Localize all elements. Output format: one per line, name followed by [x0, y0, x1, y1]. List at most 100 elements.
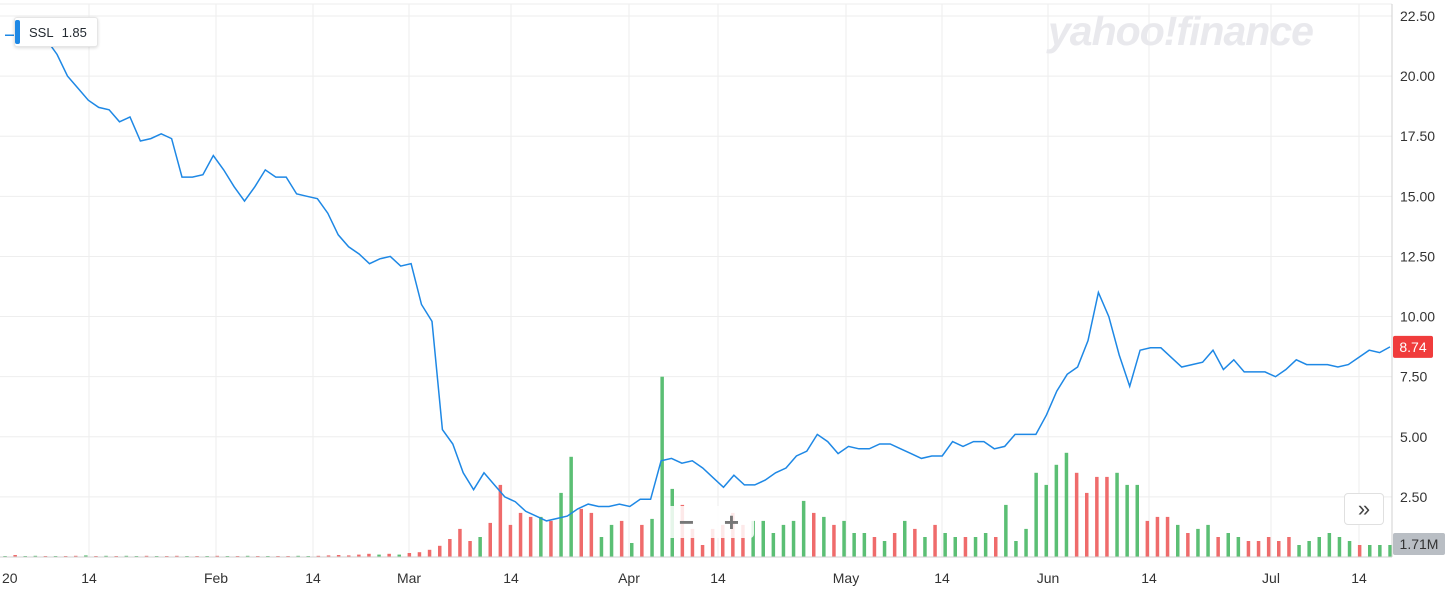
volume-bar [1287, 537, 1291, 557]
volume-bar [963, 537, 968, 557]
volume-bar [1004, 504, 1008, 557]
volume-bar [559, 492, 563, 557]
volume-bar [1186, 533, 1190, 557]
volume-bar [1307, 541, 1311, 557]
volume-bar [1266, 537, 1271, 557]
volume-bar [781, 524, 786, 557]
volume-bar [609, 524, 614, 557]
x-tick-label: Apr [618, 570, 640, 586]
x-tick-label: Jul [1262, 570, 1280, 586]
volume-bar [1034, 472, 1038, 557]
x-tick-label: 14 [1351, 570, 1367, 586]
volume-bar [630, 543, 634, 557]
volume-bar [791, 520, 796, 557]
y-tick-label: 10.00 [1400, 309, 1435, 325]
volume-bar [1064, 452, 1069, 557]
volume-bar [1317, 537, 1321, 557]
x-tick-label: 14 [305, 570, 321, 586]
y-tick-label: 12.50 [1400, 248, 1435, 264]
volume-bar [84, 555, 88, 557]
x-tick-label: May [833, 570, 859, 586]
legend-symbol: SSL [29, 24, 54, 40]
legend-value: 1.85 [61, 24, 87, 40]
volume-bar [862, 533, 867, 557]
y-tick-label: 5.00 [1400, 429, 1427, 445]
volume-bar [710, 528, 715, 557]
volume-bars [3, 376, 1392, 557]
x-tick-label: 20 [2, 570, 18, 586]
y-tick-label: 7.50 [1400, 369, 1427, 385]
volume-bar [660, 376, 664, 557]
volume-bar [336, 555, 341, 557]
volume-bar [640, 524, 644, 557]
y-tick-label: 17.50 [1400, 128, 1435, 144]
volume-bar [943, 533, 947, 557]
zoom-out-button[interactable]: − [678, 506, 695, 537]
volume-bar [751, 520, 755, 557]
volume-bar [882, 541, 887, 557]
axes: 22.50 20.00 17.50 15.00 12.50 10.00 7.50 5.00 2.… [0, 4, 1445, 586]
volume-bar [832, 524, 836, 557]
volume-bar [1054, 464, 1059, 557]
volume-bar [1115, 472, 1119, 557]
volume-bar [74, 555, 78, 557]
volume-bar [953, 537, 957, 557]
x-tick-label: 14 [1141, 570, 1157, 586]
series-legend[interactable]: SSL 1.85 [14, 17, 98, 47]
zoom-controls: − + [664, 506, 754, 538]
volume-bar [1357, 545, 1362, 557]
grid [0, 3, 1392, 557]
last-volume-label: 1.71M [1400, 536, 1439, 552]
volume-bar [721, 524, 725, 557]
volume-bar [589, 512, 594, 557]
volume-bar [458, 528, 462, 557]
volume-bar [407, 553, 412, 557]
volume-bar [822, 516, 826, 557]
last-volume-badge [1393, 533, 1445, 555]
volume-bar [579, 508, 583, 557]
volume-bar [488, 522, 492, 557]
x-tick-label: Feb [204, 570, 228, 586]
volume-bar [1085, 492, 1089, 557]
volume-bar [1246, 541, 1251, 557]
volume-bar [872, 537, 877, 557]
volume-bar [1297, 545, 1301, 557]
volume-bar [1014, 541, 1018, 557]
volume-bar [539, 516, 543, 557]
volume-bar [1196, 528, 1200, 557]
volume-bar [690, 528, 695, 557]
volume-bar [903, 520, 907, 557]
volume-bar [913, 528, 917, 557]
volume-bar [1095, 476, 1099, 557]
volume-bar [326, 555, 331, 557]
volume-bar [33, 555, 38, 557]
volume-bar [1236, 537, 1241, 557]
volume-bar [1216, 537, 1220, 557]
volume-bar [741, 524, 745, 557]
zoom-in-button[interactable]: + [723, 506, 740, 537]
last-price-label: 8.74 [1399, 339, 1426, 355]
volume-bar [144, 555, 149, 557]
x-tick-label: 14 [710, 570, 726, 586]
volume-bar [1378, 545, 1382, 557]
x-tick-label: 14 [81, 570, 97, 586]
volume-bar [812, 512, 816, 557]
volume-bar [427, 549, 432, 557]
volume-bar [994, 537, 998, 557]
volume-bar [1277, 541, 1281, 557]
volume-bar [1206, 524, 1210, 557]
scroll-forward-button[interactable]: » [1344, 493, 1384, 525]
last-price-badge [1393, 335, 1433, 358]
volume-bar [316, 555, 321, 557]
volume-bar [761, 520, 765, 557]
volume-bar [771, 533, 776, 557]
volume-bar [1388, 545, 1392, 557]
volume-bar [1125, 484, 1129, 557]
volume-bar [599, 537, 604, 557]
yahoo-finance-logo: yahoo!finance [1048, 8, 1314, 54]
x-tick-label: 14 [503, 570, 519, 586]
volume-bar [215, 555, 219, 557]
volume-bar [347, 555, 351, 557]
